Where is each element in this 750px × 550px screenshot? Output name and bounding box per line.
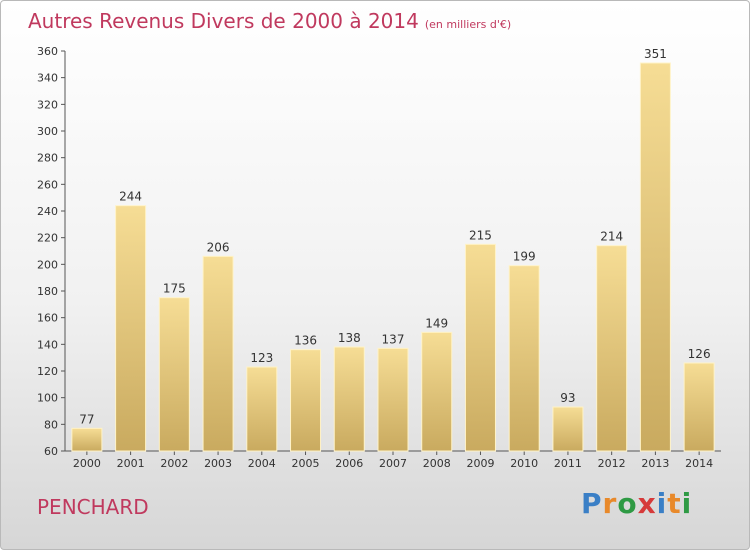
x-tick-label: 2007 xyxy=(379,457,407,470)
y-tick-label: 220 xyxy=(37,232,58,245)
bar-value-label: 93 xyxy=(560,391,575,405)
x-tick-label: 2014 xyxy=(685,457,713,470)
x-tick-label: 2001 xyxy=(117,457,145,470)
logo-letter: t xyxy=(667,487,682,520)
bar-value-label: 244 xyxy=(119,190,142,204)
bar xyxy=(464,243,496,452)
x-tick-label: 2000 xyxy=(73,457,101,470)
chart-title-main: Autres Revenus Divers de 2000 à 2014 xyxy=(28,9,419,33)
y-tick-label: 360 xyxy=(37,45,58,58)
logo-letter: i xyxy=(681,487,693,520)
bar-value-label: 215 xyxy=(469,228,492,242)
bar-value-label: 77 xyxy=(79,412,94,426)
x-tick-label: 2010 xyxy=(510,457,538,470)
logo-letter: r xyxy=(602,487,618,520)
logo-letter: i xyxy=(656,487,668,520)
x-tick-label: 2013 xyxy=(641,457,669,470)
y-tick-label: 80 xyxy=(44,418,58,431)
x-tick-label: 2003 xyxy=(204,457,232,470)
bar xyxy=(421,331,453,452)
bar xyxy=(508,265,540,452)
chart-axes: 60 80 100 120 140 160 180 200 220 240 260 280 300 320… xyxy=(37,45,721,470)
bar xyxy=(71,427,103,452)
y-tick-label: 200 xyxy=(37,258,58,271)
bar xyxy=(552,406,584,452)
bar xyxy=(246,366,278,452)
logo-letter: P xyxy=(581,487,603,520)
y-tick-label: 240 xyxy=(37,205,58,218)
bar xyxy=(158,297,190,452)
bar-value-label: 136 xyxy=(294,334,317,348)
bar xyxy=(639,62,671,452)
proxiti-logo: Proxiti xyxy=(581,487,692,520)
y-tick-label: 280 xyxy=(37,152,58,165)
chart-bars xyxy=(71,62,715,452)
y-tick-label: 320 xyxy=(37,98,58,111)
y-tick-label: 260 xyxy=(37,178,58,191)
bar xyxy=(683,362,715,452)
bar-value-label: 199 xyxy=(513,250,536,264)
chart-subtitle: (en milliers d'€) xyxy=(424,18,512,31)
y-tick-label: 60 xyxy=(44,445,58,458)
x-tick-label: 2009 xyxy=(466,457,494,470)
bar-value-label: 175 xyxy=(163,282,186,296)
bar-value-label: 137 xyxy=(382,332,405,346)
x-tick-label: 2005 xyxy=(292,457,320,470)
bar-value-label: 123 xyxy=(250,351,273,365)
bar-value-label: 138 xyxy=(338,331,361,345)
bar xyxy=(596,245,628,452)
bar xyxy=(377,347,409,452)
x-tick-label: 2012 xyxy=(598,457,626,470)
bar-value-label: 214 xyxy=(600,230,623,244)
bar xyxy=(333,346,365,452)
y-tick-label: 340 xyxy=(37,72,58,85)
bar-value-label: 149 xyxy=(425,316,448,330)
y-tick-label: 140 xyxy=(37,338,58,351)
bar-value-label: 206 xyxy=(207,240,230,254)
bar-value-label: 351 xyxy=(644,47,667,61)
bar xyxy=(115,205,147,452)
y-tick-label: 180 xyxy=(37,285,58,298)
y-tick-label: 300 xyxy=(37,125,58,138)
logo-letter: o xyxy=(617,487,638,520)
chart-title: Autres Revenus Divers de 2000 à 2014 (en … xyxy=(28,9,511,33)
x-tick-label: 2008 xyxy=(423,457,451,470)
y-tick-label: 120 xyxy=(37,365,58,378)
bar xyxy=(290,349,322,452)
x-tick-label: 2011 xyxy=(554,457,582,470)
x-tick-label: 2002 xyxy=(160,457,188,470)
logo-letter: x xyxy=(637,487,657,520)
y-tick-label: 100 xyxy=(37,392,58,405)
place-name: PENCHARD xyxy=(37,495,149,519)
y-tick-label: 160 xyxy=(37,312,58,325)
chart-value-labels: 77 244 175 206 123 136 138 137 149 215 199 93 214 351… xyxy=(79,47,710,426)
bar-value-label: 126 xyxy=(688,347,711,361)
x-tick-label: 2006 xyxy=(335,457,363,470)
x-tick-label: 2004 xyxy=(248,457,276,470)
bar xyxy=(202,255,234,452)
